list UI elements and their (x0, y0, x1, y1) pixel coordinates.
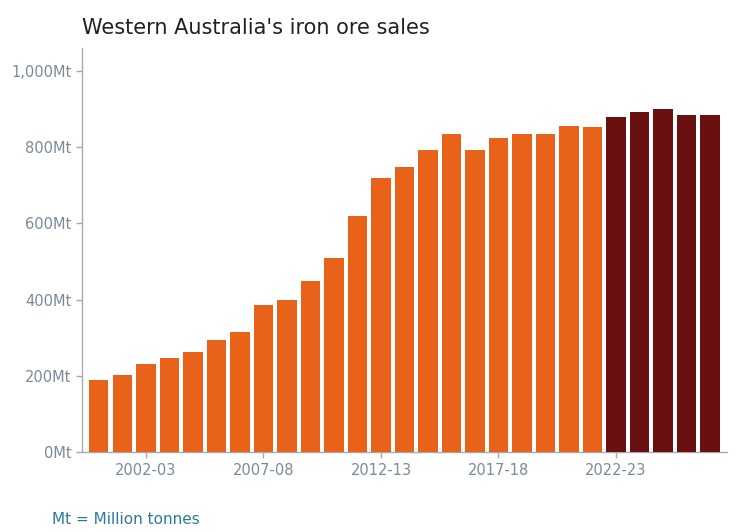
Bar (230, 332, 249, 452)
Bar (607, 117, 625, 452)
Bar (465, 149, 485, 452)
Text: Western Australia's iron ore sales: Western Australia's iron ore sales (82, 18, 430, 38)
Bar (677, 115, 697, 452)
Bar (136, 364, 156, 452)
Bar (395, 167, 414, 452)
Bar (583, 127, 602, 452)
Bar (277, 300, 297, 452)
Bar (700, 115, 720, 452)
Bar (442, 135, 461, 452)
Bar (536, 135, 555, 452)
Bar (653, 109, 673, 452)
Bar (160, 358, 179, 452)
Bar (630, 112, 649, 452)
Bar (512, 135, 532, 452)
Bar (419, 149, 437, 452)
Bar (254, 305, 273, 452)
Bar (301, 280, 320, 452)
Bar (112, 375, 132, 452)
Bar (89, 380, 109, 452)
Bar (489, 137, 508, 452)
Bar (560, 126, 579, 452)
Bar (324, 257, 344, 452)
Bar (348, 217, 367, 452)
Bar (184, 352, 202, 452)
Text: Mt = Million tonnes: Mt = Million tonnes (52, 512, 200, 527)
Bar (372, 178, 390, 452)
Bar (207, 339, 226, 452)
